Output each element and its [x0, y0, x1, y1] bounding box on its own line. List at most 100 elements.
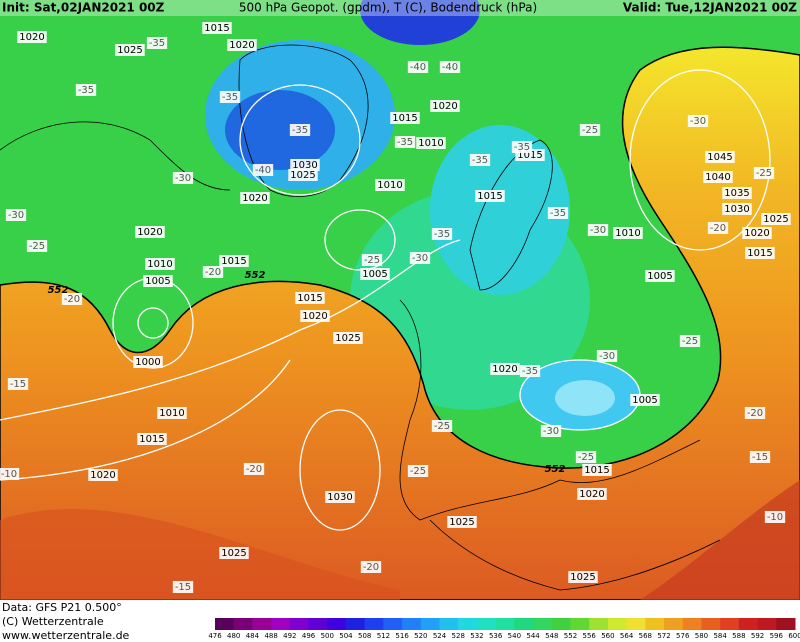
temperature-label: -25	[756, 168, 772, 179]
temperature-label: -30	[412, 253, 428, 264]
temperature-label-box	[407, 61, 429, 73]
geopotential-label: 552	[48, 285, 69, 296]
colorbar-label: 524	[433, 632, 447, 640]
temperature-label: -10	[1, 469, 17, 480]
temperature-label: -30	[8, 210, 24, 221]
colorbar-label: 540	[508, 632, 521, 640]
isobar-label-box	[219, 547, 249, 559]
isobar-label-box	[145, 258, 175, 270]
colorbar-segment	[383, 618, 403, 630]
colorbar-label: 596	[770, 632, 784, 640]
isobar-label-box	[447, 516, 477, 528]
isobar-label-box	[133, 356, 163, 368]
temperature-label-box	[26, 240, 48, 252]
colorbar-label: 508	[358, 632, 371, 640]
colorbar-label: 532	[470, 632, 483, 640]
temperature-label-box	[707, 222, 729, 234]
isobar-label: 1005	[647, 271, 672, 282]
temperature-label-box	[252, 164, 274, 176]
colorbar-segment	[308, 618, 328, 630]
temperature-label-box	[679, 335, 701, 347]
colorbar-segment	[402, 618, 422, 630]
coastline	[238, 44, 369, 197]
colorbar-segment	[645, 618, 665, 630]
temperature-label-box	[744, 407, 766, 419]
temperature-label: -40	[410, 62, 426, 73]
isobar-label: 1020	[90, 470, 115, 481]
isobar-label-box	[416, 137, 446, 149]
isobar-label: 1020	[579, 489, 604, 500]
colorbar-label: 560	[601, 632, 614, 640]
isobar-label: 1015	[392, 113, 417, 124]
isobar-label: 1030	[724, 204, 749, 215]
temperature-label: -25	[434, 421, 450, 432]
temperature-label: -20	[363, 562, 379, 573]
isobar-label: 1015	[747, 248, 772, 259]
isobar-label: 1010	[615, 228, 640, 239]
isobar-label-box	[705, 151, 735, 163]
isobar	[324, 209, 396, 271]
colorbar-label: 536	[489, 632, 503, 640]
temperature-label: -25	[682, 336, 698, 347]
init-time: Init: Sat,02JAN2021 00Z	[2, 1, 165, 15]
isobar-label: 1020	[229, 40, 254, 51]
isobar-label: 1020	[302, 311, 327, 322]
geopotential-label: 552	[245, 270, 266, 281]
header-band	[0, 0, 800, 16]
isobar	[0, 359, 291, 481]
isobar-label: 1015	[204, 23, 229, 34]
colorbar-label: 576	[676, 632, 690, 640]
colorbar-label: 504	[339, 632, 353, 640]
temperature-label-box	[409, 252, 431, 264]
temperature-label: -15	[10, 379, 26, 390]
temperature-label-box	[540, 425, 562, 437]
isobar-label: 1025	[570, 572, 595, 583]
temperature-label-box	[431, 420, 453, 432]
temperature-label-box	[749, 451, 771, 463]
colorbar-segment	[664, 618, 684, 630]
isobar-label-box	[761, 213, 791, 225]
temperature-label: -35	[397, 137, 413, 148]
colorbar-segment	[439, 618, 459, 630]
isobar-label: 1015	[584, 465, 609, 476]
isobar-label: 1030	[292, 160, 317, 171]
coastline	[469, 139, 553, 291]
website: www.wetterzentrale.de	[2, 629, 130, 642]
isobar-label: 1025	[221, 548, 246, 559]
temperature-label-box	[172, 172, 194, 184]
colorbar-label: 480	[227, 632, 240, 640]
isobar-label: 1025	[117, 45, 142, 56]
colorbar-label: 564	[620, 632, 634, 640]
isobar-label: 1015	[221, 256, 246, 267]
geopotential-label: 552	[545, 464, 566, 475]
temperature-label-box	[596, 350, 618, 362]
temperature-label-box	[75, 84, 97, 96]
isobar-label: 1025	[290, 170, 315, 181]
colorbar-segment	[533, 618, 553, 630]
isobar-label: 1020	[137, 227, 162, 238]
temperature-label: -25	[582, 125, 598, 136]
colorbar-segment	[271, 618, 291, 630]
temperature-label: -40	[255, 165, 271, 176]
temperature-label-box	[0, 468, 20, 480]
isobar-label: 1020	[19, 32, 44, 43]
colorbar-label: 476	[208, 632, 222, 640]
colorbar-segment	[738, 618, 759, 630]
temperature-label: -25	[364, 255, 380, 266]
isobar	[629, 69, 771, 251]
temperature-label: -30	[590, 225, 606, 236]
temperature-label: -25	[410, 466, 426, 477]
isobar-label-box	[360, 268, 390, 280]
temperature-label-box	[753, 167, 775, 179]
coastline	[0, 121, 231, 191]
isobar	[137, 307, 169, 339]
temperature-label-box	[764, 511, 786, 523]
temperature-label-box	[511, 141, 533, 153]
temperature-label-box	[360, 561, 382, 573]
colorbar-label: 488	[264, 632, 277, 640]
colorbar-segment	[757, 618, 777, 630]
colorbar-segment	[570, 618, 590, 630]
isobar-label-box	[333, 332, 363, 344]
temperature-label-box	[361, 254, 383, 266]
